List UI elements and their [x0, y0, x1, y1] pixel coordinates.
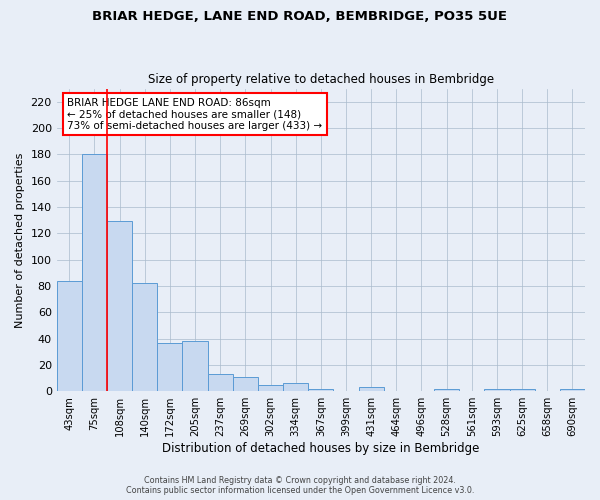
Bar: [157, 342, 182, 391]
Bar: [182, 341, 208, 391]
Text: BRIAR HEDGE, LANE END ROAD, BEMBRIDGE, PO35 5UE: BRIAR HEDGE, LANE END ROAD, BEMBRIDGE, P…: [92, 10, 508, 23]
Bar: [308, 388, 334, 391]
X-axis label: Distribution of detached houses by size in Bembridge: Distribution of detached houses by size …: [162, 442, 479, 455]
Text: Contains HM Land Registry data © Crown copyright and database right 2024.
Contai: Contains HM Land Registry data © Crown c…: [126, 476, 474, 495]
Bar: [208, 374, 233, 391]
Bar: [283, 384, 308, 391]
Bar: [107, 222, 132, 391]
Bar: [509, 388, 535, 391]
Bar: [233, 376, 258, 391]
Bar: [484, 388, 509, 391]
Title: Size of property relative to detached houses in Bembridge: Size of property relative to detached ho…: [148, 73, 494, 86]
Bar: [132, 284, 157, 391]
Y-axis label: Number of detached properties: Number of detached properties: [15, 152, 25, 328]
Bar: [434, 388, 459, 391]
Bar: [560, 388, 585, 391]
Bar: [82, 154, 107, 391]
Bar: [258, 384, 283, 391]
Bar: [56, 280, 82, 391]
Text: BRIAR HEDGE LANE END ROAD: 86sqm
← 25% of detached houses are smaller (148)
73% : BRIAR HEDGE LANE END ROAD: 86sqm ← 25% o…: [67, 98, 322, 131]
Bar: [359, 388, 384, 391]
